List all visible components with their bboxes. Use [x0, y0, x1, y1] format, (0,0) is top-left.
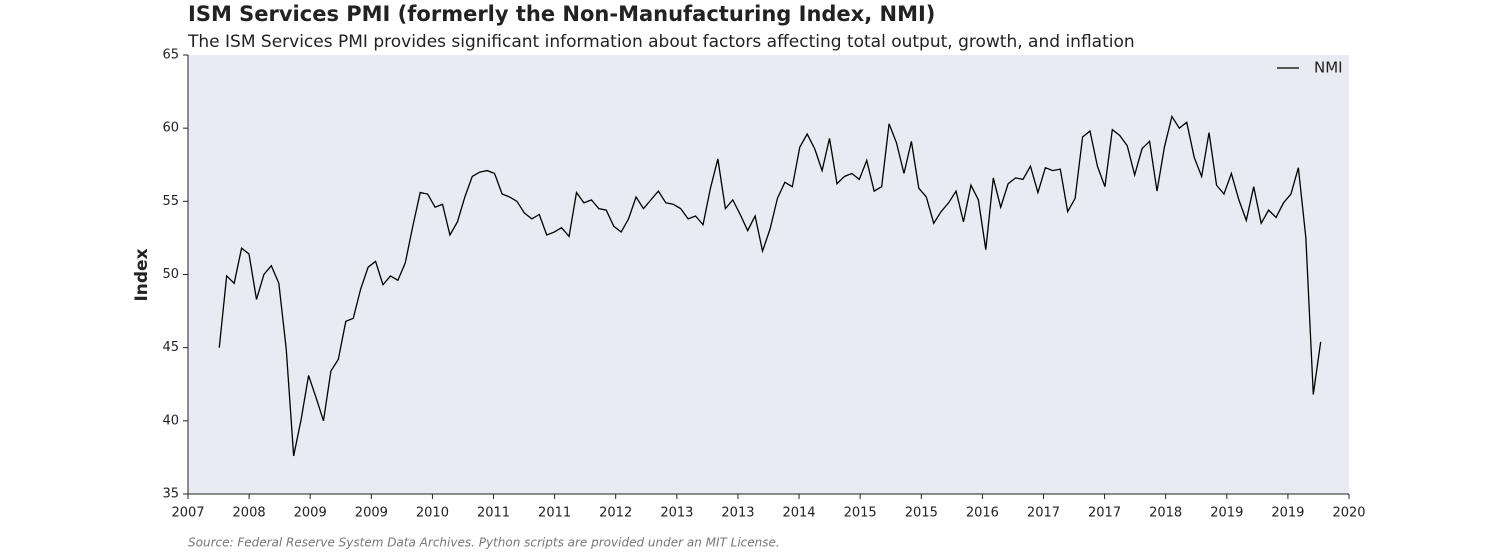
x-tick-label: 2020	[1332, 506, 1365, 521]
y-tick-label: 60	[162, 121, 179, 136]
x-tick-label: 2019	[1210, 506, 1243, 521]
x-tick-label: 2014	[782, 506, 815, 521]
x-tick-label: 2012	[599, 506, 632, 521]
y-tick-label: 35	[162, 487, 179, 502]
x-tick-label: 2017	[1027, 506, 1060, 521]
data-line	[218, 114, 1322, 457]
x-tick-label: 2011	[538, 506, 571, 521]
x-tick-label: 2010	[416, 506, 449, 521]
x-tick-label: 2017	[1088, 506, 1121, 521]
legend-label: NMI	[1314, 59, 1343, 77]
x-tick-label: 2009	[294, 506, 327, 521]
source-note: Source: Federal Reserve System Data Arch…	[188, 536, 780, 550]
x-tick-label: 2011	[477, 506, 510, 521]
x-tick-label: 2013	[721, 506, 754, 521]
x-tick-label: 2013	[660, 506, 693, 521]
y-tick-label: 65	[162, 48, 179, 63]
x-tick-label: 2016	[966, 506, 999, 521]
chart-subtitle: The ISM Services PMI provides significan…	[187, 32, 1135, 52]
y-tick-label: 50	[162, 267, 179, 282]
x-tick-label: 2007	[171, 506, 204, 521]
y-tick-label: 45	[162, 340, 179, 355]
chart-title: ISM Services PMI (formerly the Non-Manuf…	[188, 2, 935, 26]
y-axis-label: Index	[132, 248, 152, 301]
x-tick-label: 2009	[355, 506, 388, 521]
y-tick-label: 55	[162, 194, 179, 209]
plot-area	[188, 55, 1349, 494]
x-tick-label: 2018	[1149, 506, 1182, 521]
x-tick-label: 2015	[905, 506, 938, 521]
y-tick-label: 40	[162, 413, 179, 428]
x-tick-label: 2019	[1271, 506, 1304, 521]
x-tick-label: 2008	[233, 506, 266, 521]
x-tick-label: 2015	[844, 506, 877, 521]
